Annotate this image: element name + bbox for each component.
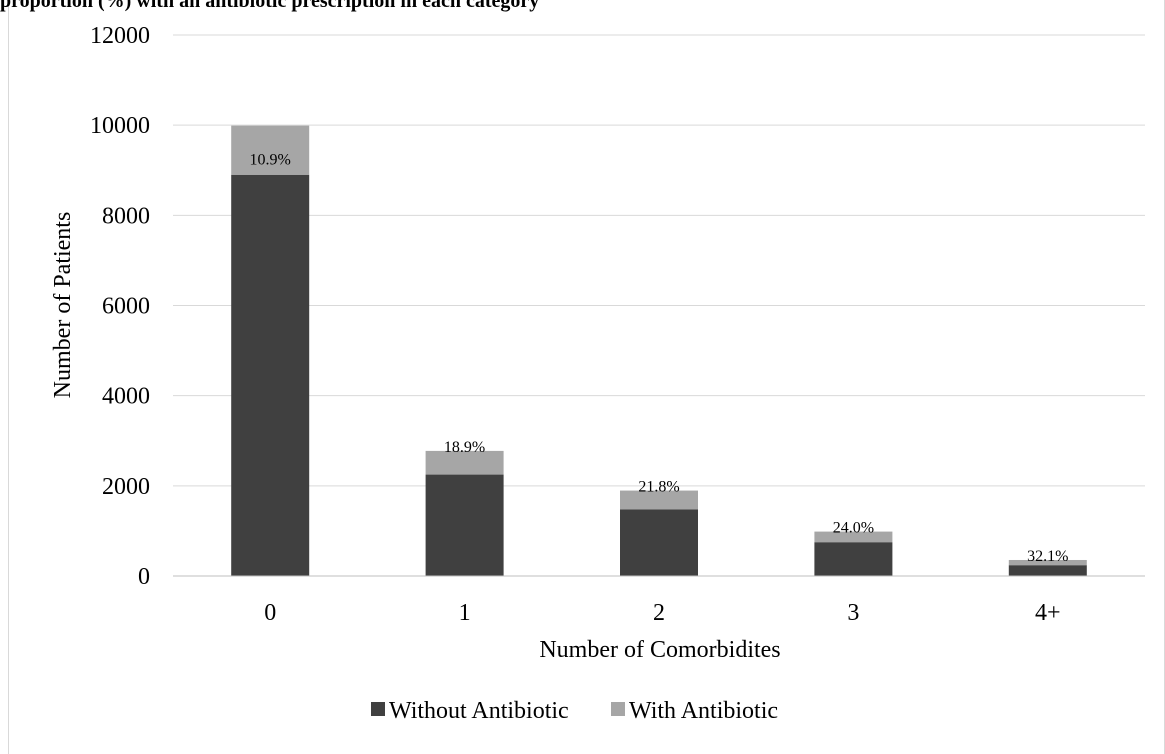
data-label: 32.1%: [1027, 548, 1068, 565]
y-tick-label: 12000: [90, 23, 150, 49]
bar-with-antibiotic: [231, 125, 310, 175]
x-tick-label: 3: [847, 600, 859, 626]
data-labels: 10.9% 18.9% 21.8% 24.0% 32.1%: [250, 152, 1069, 565]
bar-with-antibiotic: [620, 490, 698, 510]
bar-with-antibiotic: [425, 450, 504, 475]
legend-label: With Antibiotic: [629, 698, 778, 724]
x-tick-label: 4+: [1035, 600, 1061, 626]
y-axis-title: Number of Patients: [50, 212, 76, 399]
bar-with-antibiotic: [1008, 559, 1087, 566]
data-label: 21.8%: [638, 479, 679, 496]
y-tick-label: 8000: [102, 203, 150, 229]
gridlines: [173, 34, 1145, 487]
legend: Without Antibiotic With Antibiotic: [371, 698, 778, 724]
bar-without-antibiotic: [620, 509, 698, 576]
bar-without-antibiotic: [425, 474, 504, 576]
bar-without-antibiotic: [231, 174, 310, 576]
data-label: 18.9%: [444, 439, 485, 456]
x-axis-ticks: 0 1 2 3 4+: [264, 600, 1060, 626]
data-label: 24.0%: [833, 520, 874, 537]
bar-without-antibiotic: [1008, 565, 1087, 576]
bar-with-antibiotic: [814, 531, 893, 543]
y-tick-label: 4000: [102, 384, 150, 410]
legend-label: Without Antibiotic: [389, 698, 569, 724]
legend-swatch: [371, 702, 385, 716]
x-tick-label: 2: [653, 600, 665, 626]
x-axis-title: Number of Comorbidites: [539, 637, 780, 663]
y-axis-ticks: 0 2000 4000 6000 8000 10000 12000: [90, 23, 150, 590]
legend-swatch: [611, 702, 625, 716]
bars: [231, 125, 1087, 576]
x-tick-label: 0: [264, 600, 276, 626]
y-tick-label: 0: [138, 564, 150, 590]
bar-without-antibiotic: [814, 542, 893, 576]
chart-title: proportion (%) with an antibiotic prescr…: [0, 0, 539, 12]
y-tick-label: 10000: [90, 113, 150, 139]
y-tick-label: 6000: [102, 294, 150, 320]
x-tick-label: 1: [459, 600, 471, 626]
y-tick-label: 2000: [102, 474, 150, 500]
data-label: 10.9%: [250, 152, 291, 169]
